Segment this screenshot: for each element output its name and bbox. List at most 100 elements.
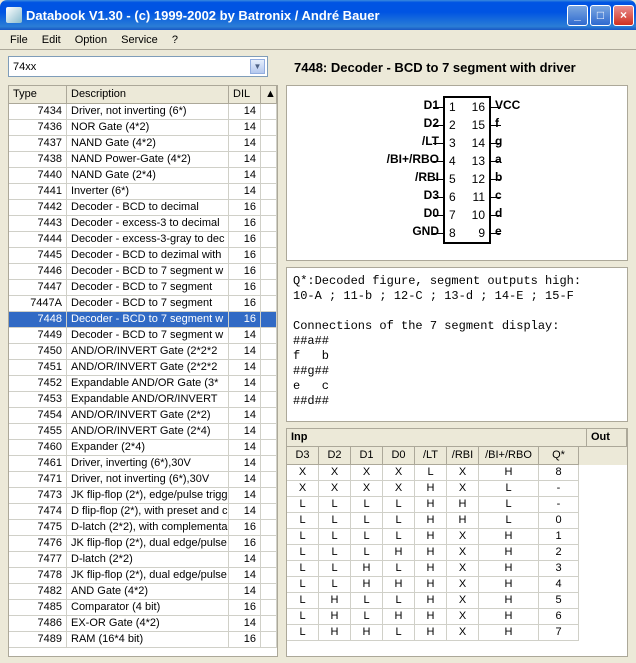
- pin-num: 12: [467, 170, 491, 188]
- table-row[interactable]: 7437NAND Gate (4*2)14: [9, 136, 277, 152]
- cell-dil: 16: [229, 264, 261, 279]
- truth-cell: H: [447, 497, 479, 513]
- detail-title: 7448: Decoder - BCD to 7 segment with dr…: [286, 56, 628, 85]
- pin-label: GND: [373, 222, 443, 240]
- cell-type: 7445: [9, 248, 67, 263]
- cell-type: 7449: [9, 328, 67, 343]
- table-row[interactable]: 7461Driver, inverting (6*),30V14: [9, 456, 277, 472]
- table-row[interactable]: 7450AND/OR/INVERT Gate (2*2*214: [9, 344, 277, 360]
- table-row[interactable]: 7440NAND Gate (2*4)14: [9, 168, 277, 184]
- cell-dil: 14: [229, 184, 261, 199]
- truth-cell: X: [319, 465, 351, 481]
- table-row[interactable]: 7455AND/OR/INVERT Gate (2*4)14: [9, 424, 277, 440]
- maximize-button[interactable]: □: [590, 5, 611, 26]
- truth-cell: L: [287, 561, 319, 577]
- cell-desc: JK flip-flop (2*), dual edge/pulse: [67, 536, 229, 551]
- family-combo[interactable]: 74xx ▼: [8, 56, 268, 77]
- pin-num: 11: [467, 188, 491, 206]
- table-row[interactable]: 7478JK flip-flop (2*), dual edge/pulse14: [9, 568, 277, 584]
- truth-cell: X: [447, 625, 479, 641]
- truth-cell: L: [319, 545, 351, 561]
- cell-desc: Decoder - excess-3-gray to dec: [67, 232, 229, 247]
- col-dil[interactable]: DIL: [229, 86, 261, 103]
- col-type[interactable]: Type: [9, 86, 67, 103]
- truth-cell: L: [287, 497, 319, 513]
- cell-desc: Inverter (6*): [67, 184, 229, 199]
- truth-row: LLLHHXH2: [287, 545, 627, 561]
- cell-desc: Decoder - BCD to decimal: [67, 200, 229, 215]
- cell-type: 7437: [9, 136, 67, 151]
- cell-dil: 14: [229, 408, 261, 423]
- table-row[interactable]: 7475D-latch (2*2), with complementa16: [9, 520, 277, 536]
- table-row[interactable]: 7460Expander (2*4)14: [9, 440, 277, 456]
- table-row[interactable]: 7485Comparator (4 bit)16: [9, 600, 277, 616]
- pin-label: d: [491, 204, 541, 222]
- cell-desc: Driver, not inverting (6*),30V: [67, 472, 229, 487]
- menu-option[interactable]: Option: [69, 32, 113, 48]
- table-row[interactable]: 7436NOR Gate (4*2)14: [9, 120, 277, 136]
- table-row[interactable]: 7482AND Gate (4*2)14: [9, 584, 277, 600]
- table-row[interactable]: 7447ADecoder - BCD to 7 segment16: [9, 296, 277, 312]
- table-row[interactable]: 7434Driver, not inverting (6*)14: [9, 104, 277, 120]
- table-row[interactable]: 7449Decoder - BCD to 7 segment w14: [9, 328, 277, 344]
- table-row[interactable]: 7443Decoder - excess-3 to decimal16: [9, 216, 277, 232]
- table-row[interactable]: 7474D flip-flop (2*), with preset and c1…: [9, 504, 277, 520]
- menu-help[interactable]: ?: [166, 32, 184, 48]
- table-row[interactable]: 7454AND/OR/INVERT Gate (2*2)14: [9, 408, 277, 424]
- table-row[interactable]: 7438NAND Power-Gate (4*2)14: [9, 152, 277, 168]
- menu-file[interactable]: File: [4, 32, 34, 48]
- cell-dil: 16: [229, 536, 261, 551]
- th-cell: Q*: [539, 447, 579, 465]
- table-row[interactable]: 7451AND/OR/INVERT Gate (2*2*214: [9, 360, 277, 376]
- cell-desc: Expandable AND/OR/INVERT: [67, 392, 229, 407]
- truth-cell: H: [447, 513, 479, 529]
- cell-dil: 14: [229, 456, 261, 471]
- menu-edit[interactable]: Edit: [36, 32, 67, 48]
- truth-cell: X: [447, 561, 479, 577]
- table-row[interactable]: 7444Decoder - excess-3-gray to dec16: [9, 232, 277, 248]
- table-row[interactable]: 7441Inverter (6*)14: [9, 184, 277, 200]
- pin-label: a: [491, 150, 541, 168]
- truth-cell: H: [415, 561, 447, 577]
- truth-cell: H: [319, 625, 351, 641]
- truth-cell: L: [287, 593, 319, 609]
- cell-type: 7438: [9, 152, 67, 167]
- cell-desc: NOR Gate (4*2): [67, 120, 229, 135]
- truth-table: Inp Out D3D2D1D0/LT/RBI/BI+/RBOQ* XXXXLX…: [286, 428, 628, 657]
- table-row[interactable]: 7476JK flip-flop (2*), dual edge/pulse16: [9, 536, 277, 552]
- cell-type: 7453: [9, 392, 67, 407]
- cell-dil: 14: [229, 392, 261, 407]
- truth-cell: L: [351, 513, 383, 529]
- scroll-up-icon[interactable]: ▲: [261, 86, 277, 103]
- cell-dil: 14: [229, 328, 261, 343]
- cell-type: 7450: [9, 344, 67, 359]
- table-row[interactable]: 7446Decoder - BCD to 7 segment w16: [9, 264, 277, 280]
- th-cell: /RBI: [447, 447, 479, 465]
- table-row[interactable]: 7447Decoder - BCD to 7 segment16: [9, 280, 277, 296]
- table-row[interactable]: 7453Expandable AND/OR/INVERT14: [9, 392, 277, 408]
- pin-num: 10: [467, 206, 491, 224]
- truth-cell: H: [319, 609, 351, 625]
- table-row[interactable]: 7448Decoder - BCD to 7 segment w16: [9, 312, 277, 328]
- chevron-down-icon[interactable]: ▼: [250, 59, 265, 74]
- table-row[interactable]: 7489RAM (16*4 bit)16: [9, 632, 277, 648]
- minimize-button[interactable]: _: [567, 5, 588, 26]
- table-row[interactable]: 7442Decoder - BCD to decimal16: [9, 200, 277, 216]
- col-desc[interactable]: Description: [67, 86, 229, 103]
- cell-desc: Decoder - BCD to 7 segment: [67, 296, 229, 311]
- th-cell: D2: [319, 447, 351, 465]
- truth-cell: L: [287, 577, 319, 593]
- table-row[interactable]: 7452Expandable AND/OR Gate (3*14: [9, 376, 277, 392]
- table-row[interactable]: 7445Decoder - BCD to dezimal with16: [9, 248, 277, 264]
- truth-cell: X: [447, 593, 479, 609]
- close-button[interactable]: ×: [613, 5, 634, 26]
- cell-type: 7452: [9, 376, 67, 391]
- truth-cell: H: [415, 513, 447, 529]
- table-row[interactable]: 7477D-latch (2*2)14: [9, 552, 277, 568]
- table-row[interactable]: 7486EX-OR Gate (4*2)14: [9, 616, 277, 632]
- table-row[interactable]: 7473JK flip-flop (2*), edge/pulse trigg1…: [9, 488, 277, 504]
- menu-service[interactable]: Service: [115, 32, 164, 48]
- pin-label: b: [491, 168, 541, 186]
- truth-cell: H: [479, 593, 539, 609]
- table-row[interactable]: 7471Driver, not inverting (6*),30V14: [9, 472, 277, 488]
